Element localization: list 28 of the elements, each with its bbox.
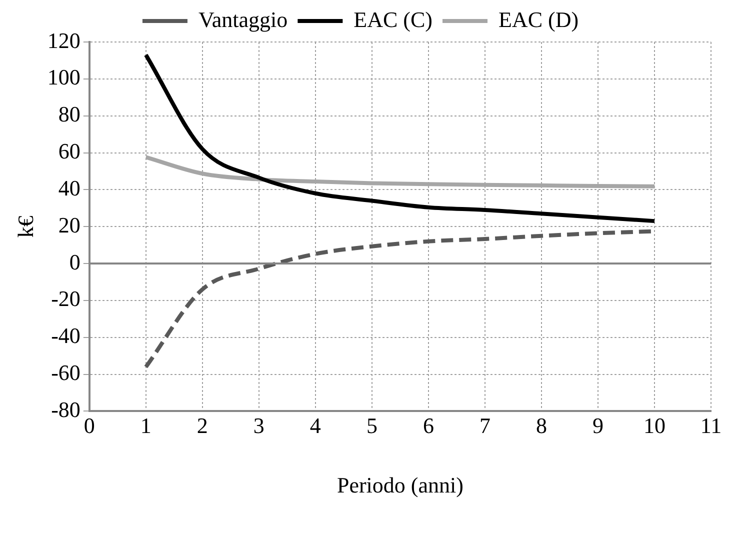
x-tick-label: 4 (310, 413, 321, 438)
y-tick-label: 20 (58, 212, 80, 238)
x-tick-label: 1 (140, 413, 152, 438)
x-tick-label: 8 (536, 413, 547, 438)
legend-label: EAC (C) (354, 6, 432, 32)
y-tick-label: 0 (69, 249, 80, 274)
y-tick-label: 40 (58, 175, 80, 200)
y-tick-label: 100 (47, 64, 80, 90)
legend-label: Vantaggio (198, 6, 288, 32)
x-tick-label: 3 (253, 413, 264, 438)
y-axis-title: k€ (12, 216, 38, 238)
line-series (144, 52, 656, 224)
y-tick-label: 80 (58, 102, 80, 127)
y-tick-label: -40 (51, 323, 80, 348)
legend-label: EAC (D) (498, 6, 579, 32)
x-tick-label: 7 (479, 413, 490, 438)
x-tick-label: 9 (592, 413, 604, 438)
y-tick-label: 60 (58, 138, 80, 164)
x-tick-label: 11 (700, 413, 722, 438)
y-tick-label: -20 (51, 286, 80, 312)
x-tick-label: 6 (422, 413, 434, 438)
y-tick-label: 120 (47, 28, 80, 53)
y-tick-label: -80 (51, 396, 80, 422)
x-axis-title: Periodo (anni) (336, 472, 464, 498)
y-tick-label: -60 (51, 360, 80, 386)
x-tick-label: 5 (366, 413, 378, 438)
x-tick-label: 2 (196, 413, 208, 438)
x-tick-label: 10 (643, 413, 666, 438)
